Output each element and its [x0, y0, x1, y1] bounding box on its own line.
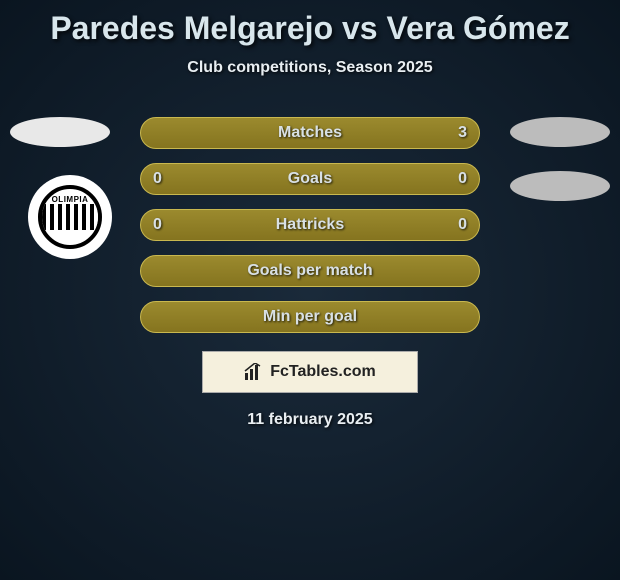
stat-row-goals: 0 Goals 0 [140, 163, 480, 195]
comparison-widget: Paredes Melgarejo vs Vera Gómez Club com… [0, 0, 620, 429]
page-subtitle: Club competitions, Season 2025 [0, 59, 620, 77]
club-badge-text: OLIMPIA [42, 195, 98, 204]
bar-chart-icon [244, 363, 264, 381]
stat-right-value: 3 [458, 124, 467, 142]
stat-left-value: 0 [153, 170, 162, 188]
stat-label: Matches [278, 124, 342, 142]
stat-right-value: 0 [458, 216, 467, 234]
main-area: OLIMPIA Matches 3 0 Goals 0 0 Hattricks … [0, 117, 620, 429]
club-badge-inner: OLIMPIA [38, 185, 102, 249]
stat-row-goals-per-match: Goals per match [140, 255, 480, 287]
footer-date: 11 february 2025 [0, 411, 620, 429]
stat-left-value: 0 [153, 216, 162, 234]
stat-row-matches: Matches 3 [140, 117, 480, 149]
stat-row-min-per-goal: Min per goal [140, 301, 480, 333]
page-title: Paredes Melgarejo vs Vera Gómez [0, 10, 620, 47]
stat-right-value: 0 [458, 170, 467, 188]
stat-label: Goals per match [247, 262, 372, 280]
club-badge-stripes [42, 204, 98, 230]
branding-badge[interactable]: FcTables.com [202, 351, 418, 393]
branding-text: FcTables.com [270, 363, 376, 381]
stat-row-hattricks: 0 Hattricks 0 [140, 209, 480, 241]
player-right-pill-1 [510, 117, 610, 147]
club-badge-left: OLIMPIA [28, 175, 112, 259]
stat-label: Goals [288, 170, 332, 188]
stat-rows: Matches 3 0 Goals 0 0 Hattricks 0 Goals … [140, 117, 480, 333]
player-right-pill-2 [510, 171, 610, 201]
stat-label: Min per goal [263, 308, 357, 326]
stat-label: Hattricks [276, 216, 344, 234]
player-left-pill [10, 117, 110, 147]
